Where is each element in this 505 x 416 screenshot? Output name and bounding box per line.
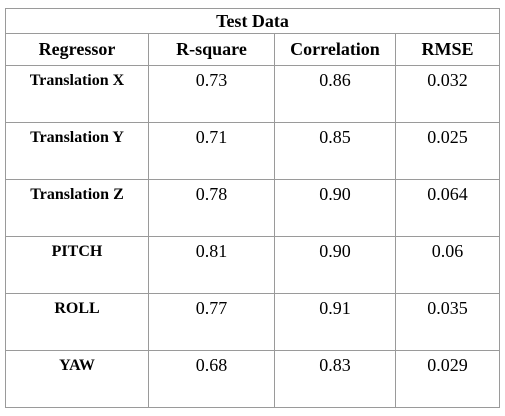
correlation-cell: 0.83 [274, 350, 396, 408]
rmse-cell: 0.064 [394, 179, 501, 237]
correlation-cell: 0.91 [274, 293, 396, 351]
table-row: YAW 0.68 0.83 0.029 [5, 350, 501, 408]
column-header-rmse: RMSE [394, 33, 501, 66]
table-row: ROLL 0.77 0.91 0.035 [5, 293, 501, 351]
r-square-cell: 0.68 [148, 350, 275, 408]
column-header-r-square: R-square [148, 33, 275, 66]
rmse-cell: 0.029 [394, 350, 501, 408]
table-row: PITCH 0.81 0.90 0.06 [5, 236, 501, 294]
regressor-cell: Translation X [5, 65, 149, 123]
rmse-cell: 0.032 [394, 65, 501, 123]
regressor-cell: Translation Z [5, 179, 149, 237]
regressor-cell: ROLL [5, 293, 149, 351]
table-title: Test Data [4, 8, 501, 34]
results-table: Test Data Regressor R-square Correlation… [4, 8, 501, 408]
table-row: Translation Y 0.71 0.85 0.025 [5, 122, 501, 180]
correlation-cell: 0.90 [274, 179, 396, 237]
rmse-cell: 0.025 [394, 122, 501, 180]
r-square-cell: 0.78 [148, 179, 275, 237]
column-header-correlation: Correlation [274, 33, 396, 66]
table-row: Translation Z 0.78 0.90 0.064 [5, 179, 501, 237]
r-square-cell: 0.77 [148, 293, 275, 351]
correlation-cell: 0.85 [274, 122, 396, 180]
table-header-row: Regressor R-square Correlation RMSE [5, 33, 501, 66]
regressor-cell: YAW [5, 350, 149, 408]
r-square-cell: 0.73 [148, 65, 275, 123]
regressor-cell: PITCH [5, 236, 149, 294]
r-square-cell: 0.81 [148, 236, 275, 294]
table-title-row: Test Data [4, 8, 501, 34]
rmse-cell: 0.06 [394, 236, 501, 294]
regressor-cell: Translation Y [5, 122, 149, 180]
table-row: Translation X 0.73 0.86 0.032 [5, 65, 501, 123]
rmse-cell: 0.035 [394, 293, 501, 351]
correlation-cell: 0.86 [274, 65, 396, 123]
r-square-cell: 0.71 [148, 122, 275, 180]
correlation-cell: 0.90 [274, 236, 396, 294]
column-header-regressor: Regressor [5, 33, 149, 66]
